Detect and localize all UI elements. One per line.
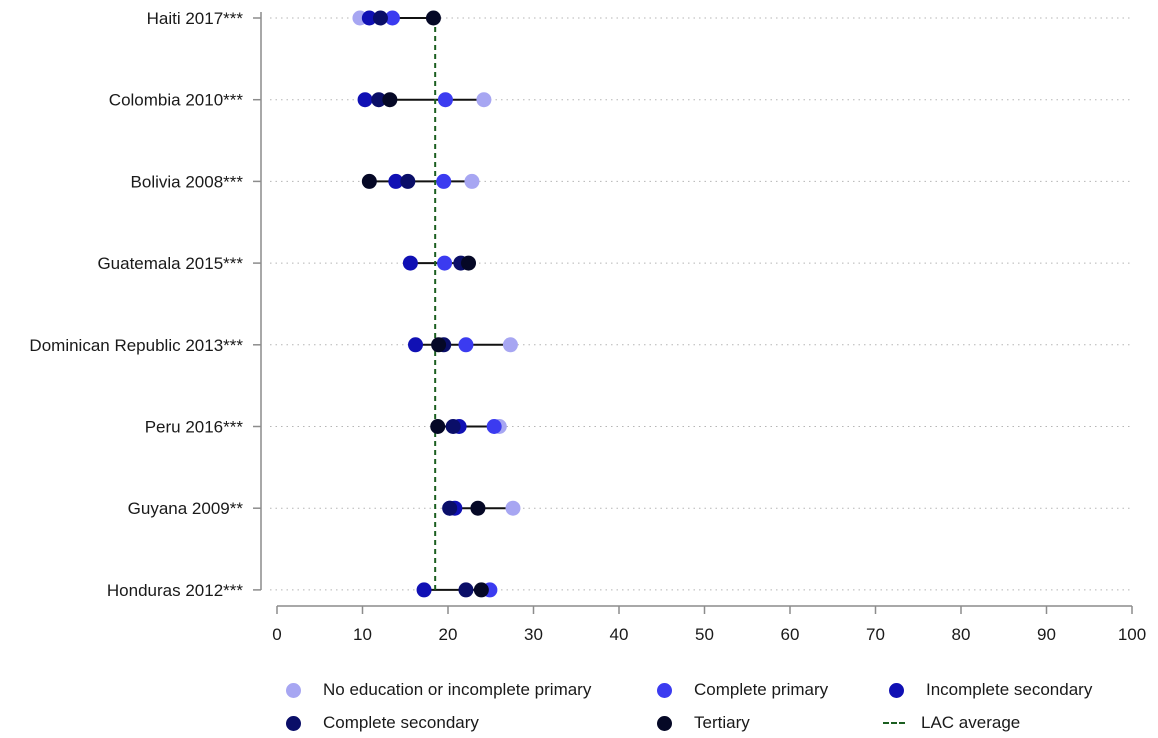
- legend-marker-lac-average: [883, 722, 905, 724]
- x-tick-label: 0: [272, 625, 281, 644]
- category-label: Guyana 2009**: [128, 499, 244, 518]
- category-label: Dominican Republic 2013***: [29, 336, 243, 355]
- point-tertiary-dominican-republic-2013: [431, 337, 447, 353]
- legend-marker-tertiary: [657, 715, 672, 731]
- legend-item-no-education: No education or incomplete primary: [286, 678, 591, 702]
- legend-item-complete-secondary: Complete secondary: [286, 711, 479, 735]
- x-tick-label: 100: [1118, 625, 1146, 644]
- legend-marker-complete-primary: [657, 682, 672, 698]
- point-tertiary-guatemala-2015: [461, 255, 477, 271]
- point-incomplete-secondary-colombia-2010: [357, 92, 373, 108]
- data-points: [352, 10, 521, 598]
- point-complete-secondary-peru-2016: [445, 419, 461, 434]
- point-tertiary-haiti-2017: [425, 10, 441, 26]
- point-tertiary-colombia-2010: [382, 92, 398, 108]
- x-axis-ticks: 0 10 20 30 40 50 60 70 80 90 100: [272, 606, 1146, 644]
- point-no-education-or-incomplete-primary-colombia-2010: [476, 92, 492, 108]
- legend-item-lac-average: LAC average: [883, 711, 1020, 735]
- point-no-education-or-incomplete-primary-guyana-2009: [505, 500, 521, 516]
- x-tick-label: 60: [781, 625, 800, 644]
- category-label: Colombia 2010***: [109, 91, 244, 110]
- legend-item-complete-primary: Complete primary: [657, 678, 828, 702]
- point-complete-primary-haiti-2017: [384, 10, 400, 26]
- point-tertiary-honduras-2012: [473, 582, 489, 598]
- category-labels: Haiti 2017*** Colombia 2010*** Bolivia 200…: [29, 9, 243, 600]
- point-no-education-or-incomplete-primary-dominican-republic-2013: [502, 337, 518, 353]
- point-tertiary-guyana-2009: [470, 500, 486, 516]
- point-incomplete-secondary-haiti-2017: [361, 10, 377, 26]
- point-incomplete-secondary-honduras-2012: [416, 582, 432, 598]
- point-complete-secondary-guyana-2009: [442, 500, 458, 516]
- legend-label: No education or incomplete primary: [323, 680, 592, 699]
- legend-marker-no-education: [286, 682, 301, 698]
- point-complete-primary-guatemala-2015: [437, 255, 453, 271]
- legend-label: Complete secondary: [323, 713, 479, 732]
- legend-item-incomplete-secondary: Incomplete secondary: [889, 678, 1092, 702]
- x-tick-label: 50: [695, 625, 714, 644]
- point-complete-primary-dominican-republic-2013: [458, 337, 474, 353]
- x-tick-label: 20: [439, 625, 458, 644]
- category-label: Haiti 2017***: [147, 9, 244, 28]
- point-incomplete-secondary-dominican-republic-2013: [408, 337, 424, 353]
- legend-marker-complete-secondary: [286, 715, 301, 731]
- point-tertiary-peru-2016: [430, 419, 446, 434]
- x-tick-label: 80: [952, 625, 971, 644]
- x-tick-label: 70: [866, 625, 885, 644]
- x-tick-label: 40: [610, 625, 629, 644]
- legend: No education or incomplete primary Compl…: [280, 676, 1150, 736]
- point-complete-primary-colombia-2010: [437, 92, 453, 108]
- legend-label: Tertiary: [694, 713, 750, 732]
- point-complete-secondary-honduras-2012: [458, 582, 474, 598]
- point-complete-primary-bolivia-2008: [436, 173, 452, 189]
- point-complete-secondary-bolivia-2008: [400, 173, 416, 189]
- category-label: Guatemala 2015***: [97, 254, 243, 273]
- x-tick-label: 90: [1037, 625, 1056, 644]
- x-tick-label: 30: [524, 625, 543, 644]
- dot-range-chart: Haiti 2017*** Colombia 2010*** Bolivia 200…: [29, 9, 1146, 644]
- point-tertiary-bolivia-2008: [361, 173, 377, 189]
- category-label: Bolivia 2008***: [131, 172, 244, 191]
- point-incomplete-secondary-guatemala-2015: [402, 255, 418, 271]
- x-tick-label: 10: [353, 625, 372, 644]
- legend-label: Incomplete secondary: [926, 680, 1093, 699]
- point-no-education-or-incomplete-primary-bolivia-2008: [464, 173, 480, 189]
- point-complete-secondary-colombia-2010: [371, 92, 387, 108]
- legend-label: LAC average: [921, 713, 1021, 732]
- point-complete-secondary-haiti-2017: [372, 10, 388, 26]
- legend-item-tertiary: Tertiary: [657, 711, 750, 735]
- point-incomplete-secondary-bolivia-2008: [388, 173, 404, 189]
- legend-label: Complete primary: [694, 680, 829, 699]
- category-label: Honduras 2012***: [107, 581, 243, 600]
- category-label: Peru 2016***: [145, 418, 244, 437]
- point-complete-primary-peru-2016: [486, 419, 502, 434]
- legend-marker-incomplete-secondary: [889, 682, 904, 698]
